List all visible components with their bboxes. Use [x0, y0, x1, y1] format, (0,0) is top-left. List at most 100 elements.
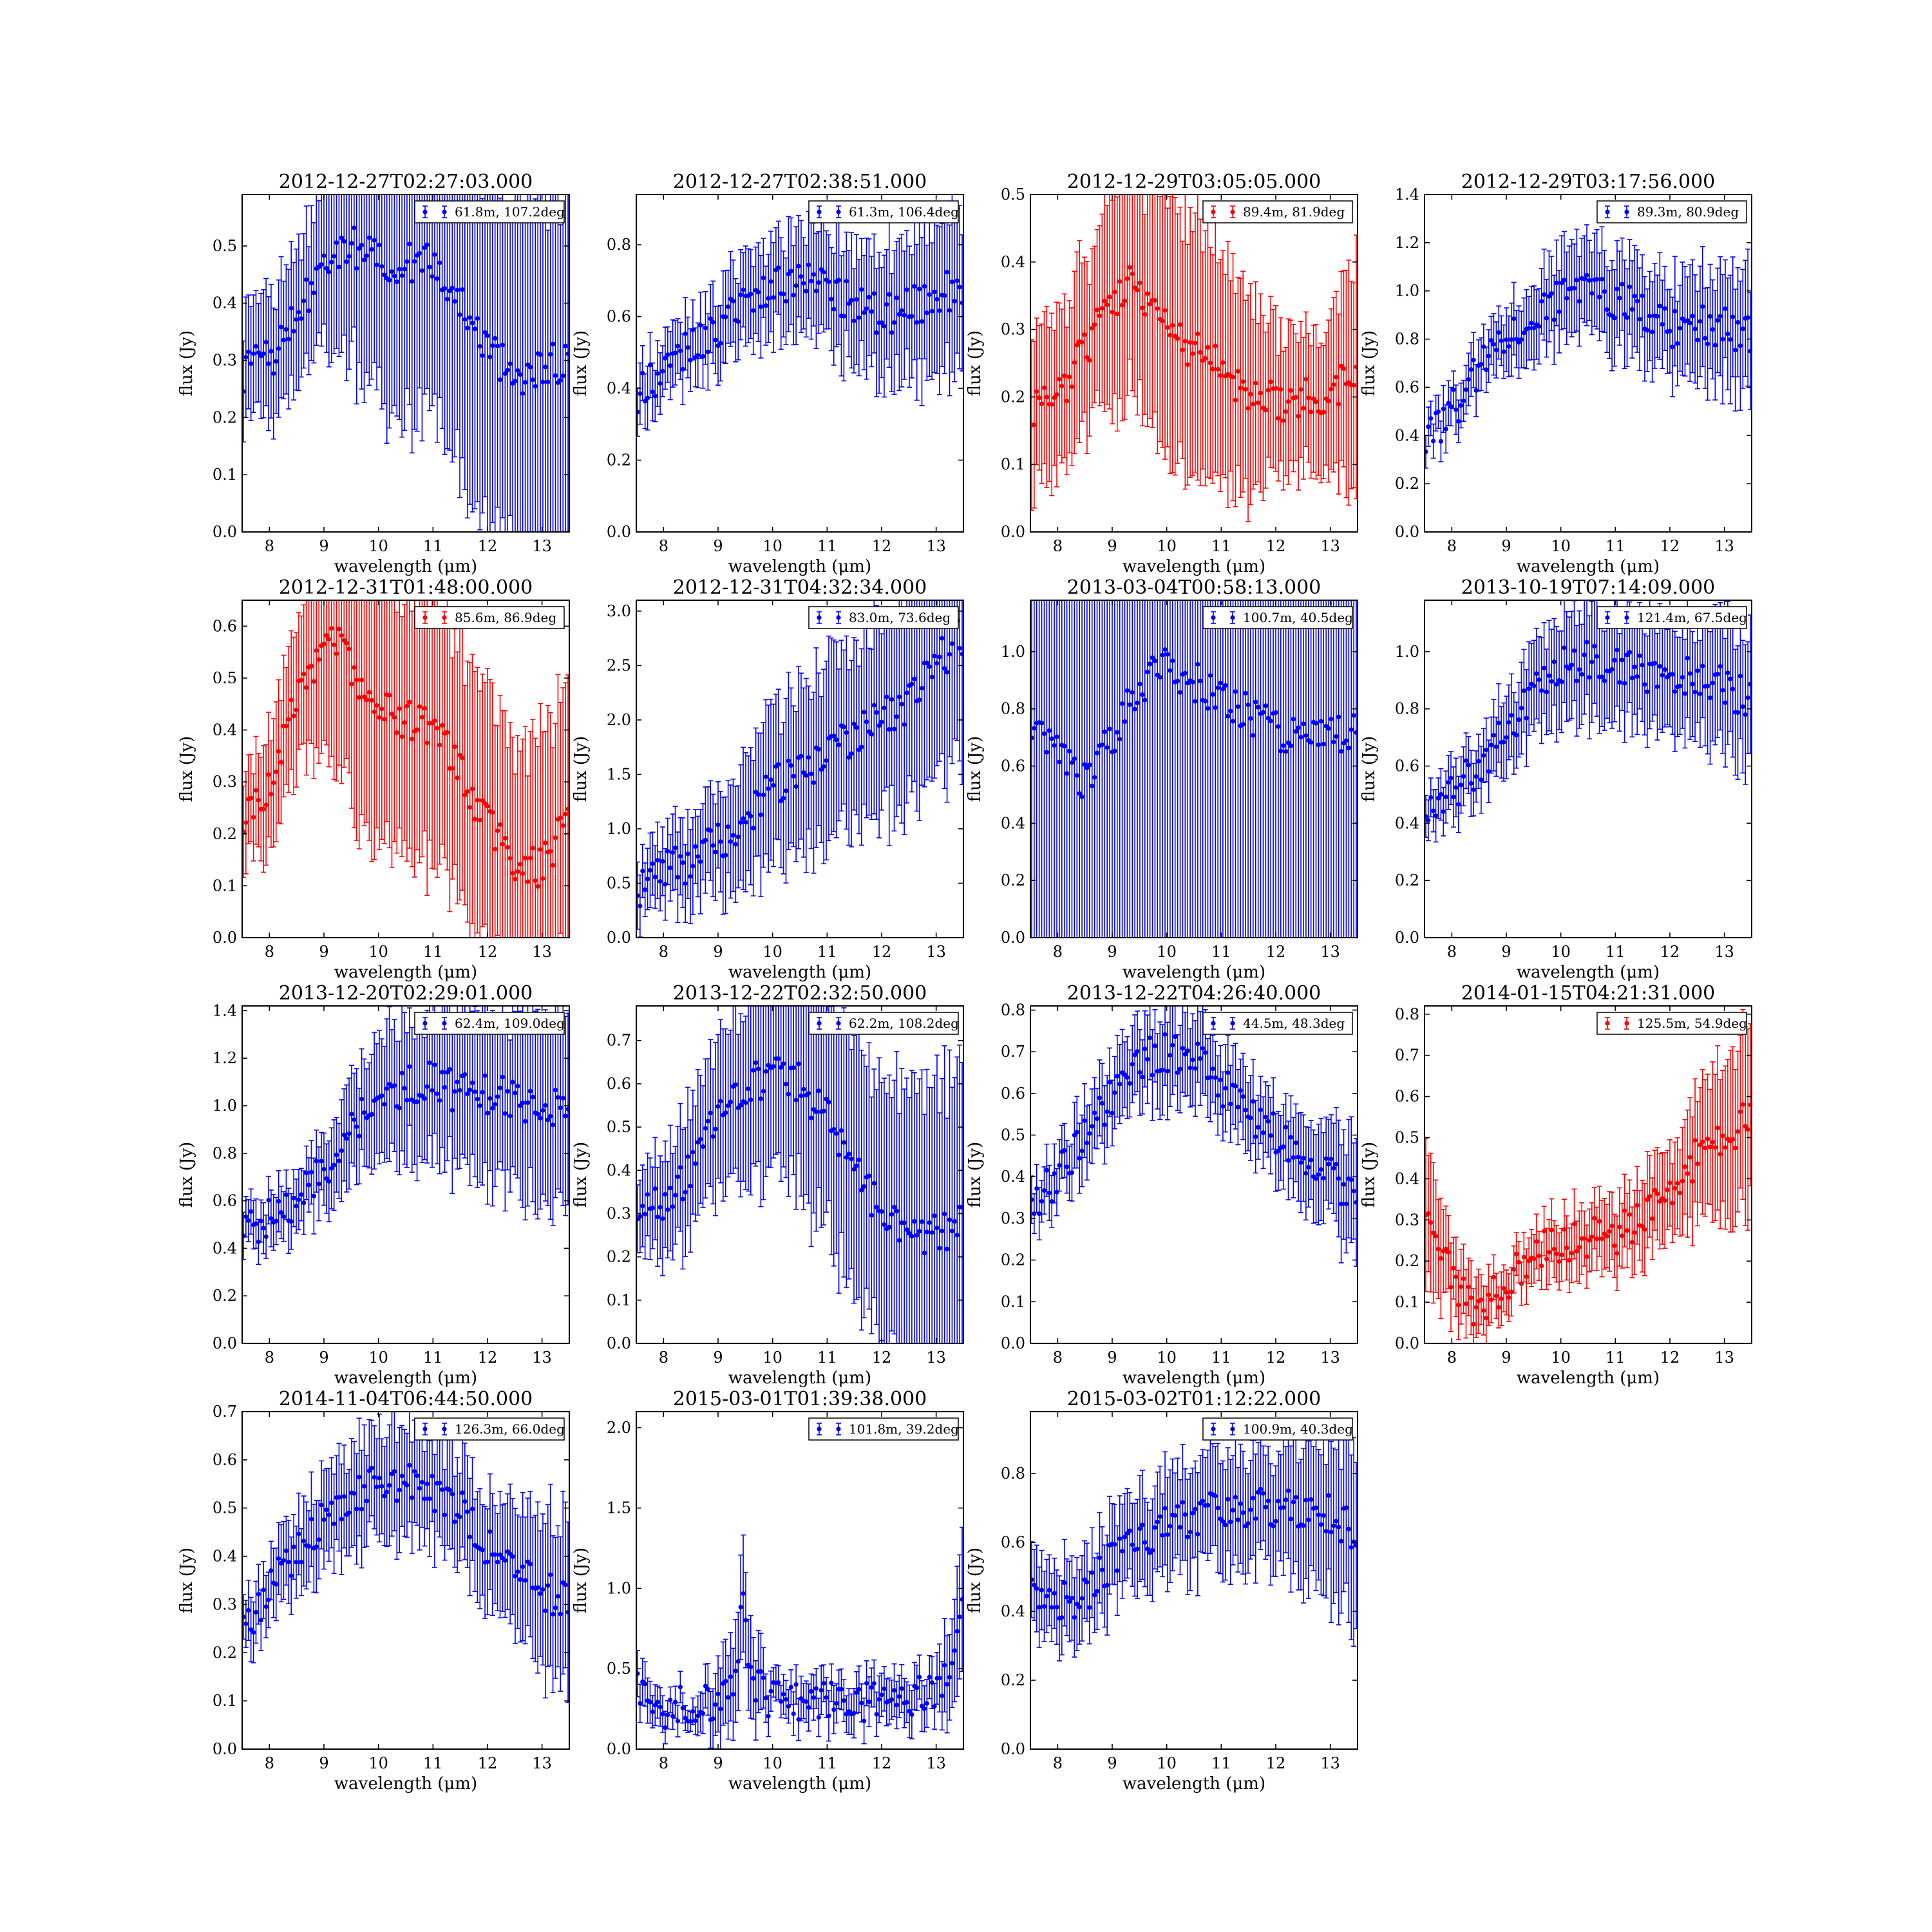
data-point: [1705, 683, 1710, 688]
data-point: [1313, 399, 1319, 404]
data-point: [1303, 377, 1309, 382]
data-point: [327, 636, 332, 642]
data-point: [675, 343, 681, 348]
data-point: [1032, 422, 1037, 428]
data-point: [334, 1152, 339, 1157]
data-point: [507, 856, 513, 861]
data-point: [1519, 706, 1524, 711]
data-point: [1140, 692, 1145, 697]
data-point: [1195, 661, 1200, 667]
subplot-title: 2012-12-31T01:48:00.000: [279, 576, 533, 599]
data-point: [1617, 296, 1622, 301]
data-point: [1624, 315, 1630, 320]
y-tick-label: 0.5: [1001, 185, 1025, 204]
data-point: [477, 344, 482, 349]
x-tick-label: 10: [1157, 943, 1177, 961]
data-point: [269, 1216, 274, 1221]
data-point: [1488, 743, 1494, 748]
data-point: [1592, 643, 1597, 649]
data-point: [455, 1079, 460, 1084]
data-point: [1213, 705, 1218, 710]
data-point: [263, 802, 269, 808]
data-point: [1208, 361, 1213, 366]
y-tick-label: 0.6: [1001, 757, 1025, 775]
data-point: [874, 710, 879, 715]
data-point: [1678, 683, 1683, 688]
data-point: [490, 343, 495, 348]
legend-marker-point: [836, 615, 841, 620]
data-point: [329, 260, 334, 265]
data-point: [468, 1087, 473, 1093]
data-point: [1210, 366, 1215, 372]
data-point: [1175, 336, 1180, 341]
y-axis-label: flux (Jy): [1359, 736, 1379, 802]
data-point: [1511, 316, 1517, 321]
data-point: [278, 325, 284, 330]
data-point: [407, 242, 412, 247]
data-point: [703, 325, 708, 330]
data-point: [1124, 276, 1130, 281]
data-point: [538, 847, 543, 852]
data-point: [738, 292, 743, 298]
data-point: [500, 842, 506, 847]
plot-frame: [242, 600, 570, 938]
data-point: [1728, 676, 1733, 681]
legend: 85.6m, 86.9deg: [414, 606, 565, 629]
data-point: [442, 286, 448, 291]
plot-frame: [1030, 194, 1358, 533]
data-point: [1273, 710, 1278, 715]
data-point: [533, 384, 538, 389]
data-point: [1052, 395, 1057, 401]
data-point: [357, 1133, 362, 1139]
x-tick-label: 12: [1660, 943, 1680, 961]
data-point: [321, 253, 327, 258]
data-point: [424, 242, 430, 247]
data-point: [1468, 781, 1473, 786]
data-point: [354, 266, 359, 271]
data-point: [663, 355, 668, 361]
data-point: [1710, 681, 1716, 686]
data-point: [366, 690, 372, 695]
data-point: [377, 715, 382, 720]
data-point: [1428, 795, 1434, 800]
data-point: [869, 309, 874, 314]
data-point: [869, 732, 874, 737]
data-point: [884, 302, 889, 307]
data-point: [553, 835, 558, 840]
data-point: [392, 715, 397, 720]
x-tick-label: 9: [319, 943, 328, 961]
subplot-9: 8 9 10 11 12 130.00.20.40.60.81.01.21.42013-1…: [177, 982, 570, 1388]
data-point: [650, 389, 656, 395]
data-point: [1451, 387, 1456, 392]
data-point: [1675, 341, 1680, 346]
data-point: [1296, 413, 1301, 419]
data-point: [1454, 785, 1459, 790]
data-point: [799, 274, 804, 279]
data-point: [495, 343, 500, 348]
data-point: [1448, 404, 1454, 409]
y-tick-label: 0.6: [213, 617, 237, 635]
data-point: [462, 1072, 468, 1077]
data-point: [291, 328, 296, 334]
legend-marker-point: [422, 615, 428, 620]
data-point: [1554, 681, 1559, 687]
y-tick-label: 0.4: [607, 379, 631, 397]
data-point: [497, 377, 503, 383]
data-point: [1052, 743, 1057, 748]
data-point: [1456, 802, 1461, 807]
data-series: [1030, 600, 1358, 938]
x-tick-label: 11: [1211, 943, 1231, 961]
x-tick-label: 8: [265, 537, 274, 555]
data-point: [469, 786, 475, 791]
data-point: [1521, 688, 1526, 694]
data-point: [1057, 377, 1062, 382]
data-point: [1574, 678, 1580, 683]
data-point: [336, 1159, 342, 1164]
data-point: [834, 737, 839, 743]
data-point: [372, 238, 377, 243]
data-point: [450, 285, 455, 290]
data-point: [1243, 386, 1248, 392]
data-point: [693, 844, 698, 849]
y-tick-label: 0.2: [213, 408, 237, 426]
data-point: [1082, 762, 1087, 767]
